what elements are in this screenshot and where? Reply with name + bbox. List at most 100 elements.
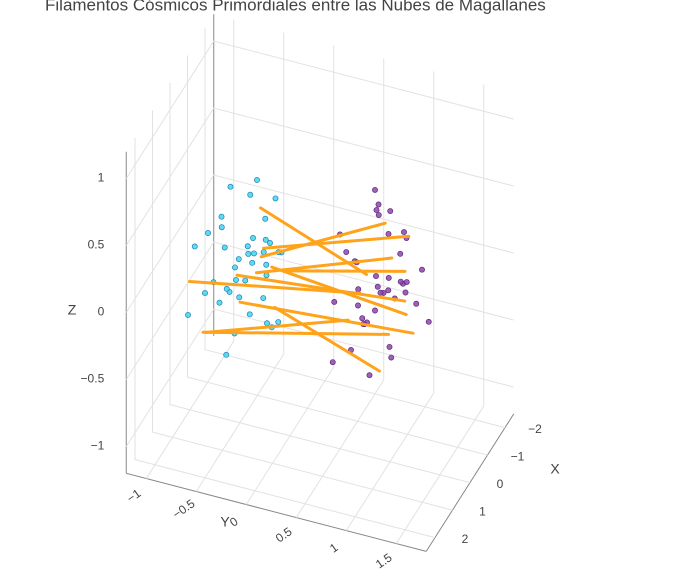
filament (273, 305, 381, 373)
grid-line (295, 58, 385, 518)
point (218, 213, 225, 220)
y-tick-label: 1 (327, 540, 341, 555)
point (223, 285, 230, 292)
x-tick-label: −2 (528, 422, 542, 436)
grid-line (125, 308, 514, 447)
y-axis-title: Y (220, 514, 230, 530)
chart-title: Filamentos Cósmicos Primordiales entre l… (45, 0, 546, 14)
point (262, 236, 269, 243)
grid-line (395, 84, 485, 544)
point (263, 272, 270, 279)
point (264, 320, 270, 327)
point (246, 311, 253, 318)
point (262, 215, 269, 222)
point (260, 295, 267, 301)
point (377, 289, 384, 296)
grid-line (204, 28, 506, 429)
point (249, 259, 256, 266)
point (374, 283, 381, 290)
point (236, 294, 243, 301)
grid-line (125, 241, 514, 380)
grid-line (152, 110, 453, 511)
point (185, 311, 191, 318)
grid-line (134, 138, 436, 539)
y-tick-label: −0.5 (170, 496, 198, 521)
point (397, 250, 404, 257)
point (355, 302, 361, 309)
point (366, 372, 373, 379)
x-tick-label: 0 (497, 477, 504, 491)
x-tick-label: −1 (511, 449, 525, 463)
filament (262, 234, 411, 250)
point (191, 243, 198, 250)
point (272, 195, 279, 202)
grid-line (125, 40, 514, 179)
point (385, 287, 392, 294)
point (245, 250, 252, 257)
point (386, 343, 393, 350)
filament (204, 318, 350, 334)
point (359, 315, 366, 322)
y-tick-label: −1 (124, 486, 144, 506)
axis-line (126, 472, 427, 552)
point (387, 208, 394, 214)
grid-line (125, 174, 514, 313)
point (413, 300, 420, 307)
filament (259, 206, 368, 276)
y-tick-label: 0.5 (273, 524, 295, 545)
point (385, 275, 392, 281)
z-tick-label: −1 (91, 439, 105, 453)
point (375, 212, 382, 218)
point (385, 230, 392, 237)
grid-line (169, 83, 471, 484)
point (244, 243, 251, 250)
point (202, 290, 208, 297)
z-tick-label: −0.5 (81, 372, 105, 386)
point (251, 250, 257, 257)
filament (235, 273, 407, 303)
point (402, 289, 409, 296)
point (205, 230, 211, 236)
filament (201, 330, 390, 336)
point (355, 286, 362, 293)
grid-line (345, 71, 435, 531)
point (388, 354, 395, 361)
x-tick-label: 1 (479, 504, 486, 518)
point (260, 249, 267, 256)
point (372, 186, 378, 193)
point (218, 224, 225, 231)
point (254, 176, 260, 183)
grid-line (245, 45, 335, 505)
grid-line (125, 107, 514, 246)
point (235, 256, 242, 262)
point (275, 319, 282, 325)
y-tick-label: 1.5 (373, 550, 395, 571)
point (216, 299, 223, 306)
filament (283, 269, 407, 273)
point (403, 279, 410, 285)
point (343, 249, 350, 255)
point (419, 266, 425, 273)
grid-line (145, 19, 235, 479)
point (425, 318, 432, 325)
grid-line (187, 55, 488, 456)
point (247, 191, 254, 198)
point (372, 307, 378, 314)
z-tick-label: 0.5 (88, 238, 105, 252)
z-axis-title: Z (68, 302, 77, 318)
point (329, 359, 336, 366)
point (397, 278, 404, 285)
point (233, 276, 239, 283)
x-tick-label: 2 (462, 532, 469, 546)
point (223, 351, 230, 358)
point (250, 235, 256, 241)
point (373, 273, 379, 280)
filament (270, 265, 408, 317)
point (331, 299, 338, 305)
z-tick-label: 1 (98, 171, 105, 185)
point (375, 201, 382, 208)
filament (238, 300, 415, 335)
filament (188, 280, 362, 295)
